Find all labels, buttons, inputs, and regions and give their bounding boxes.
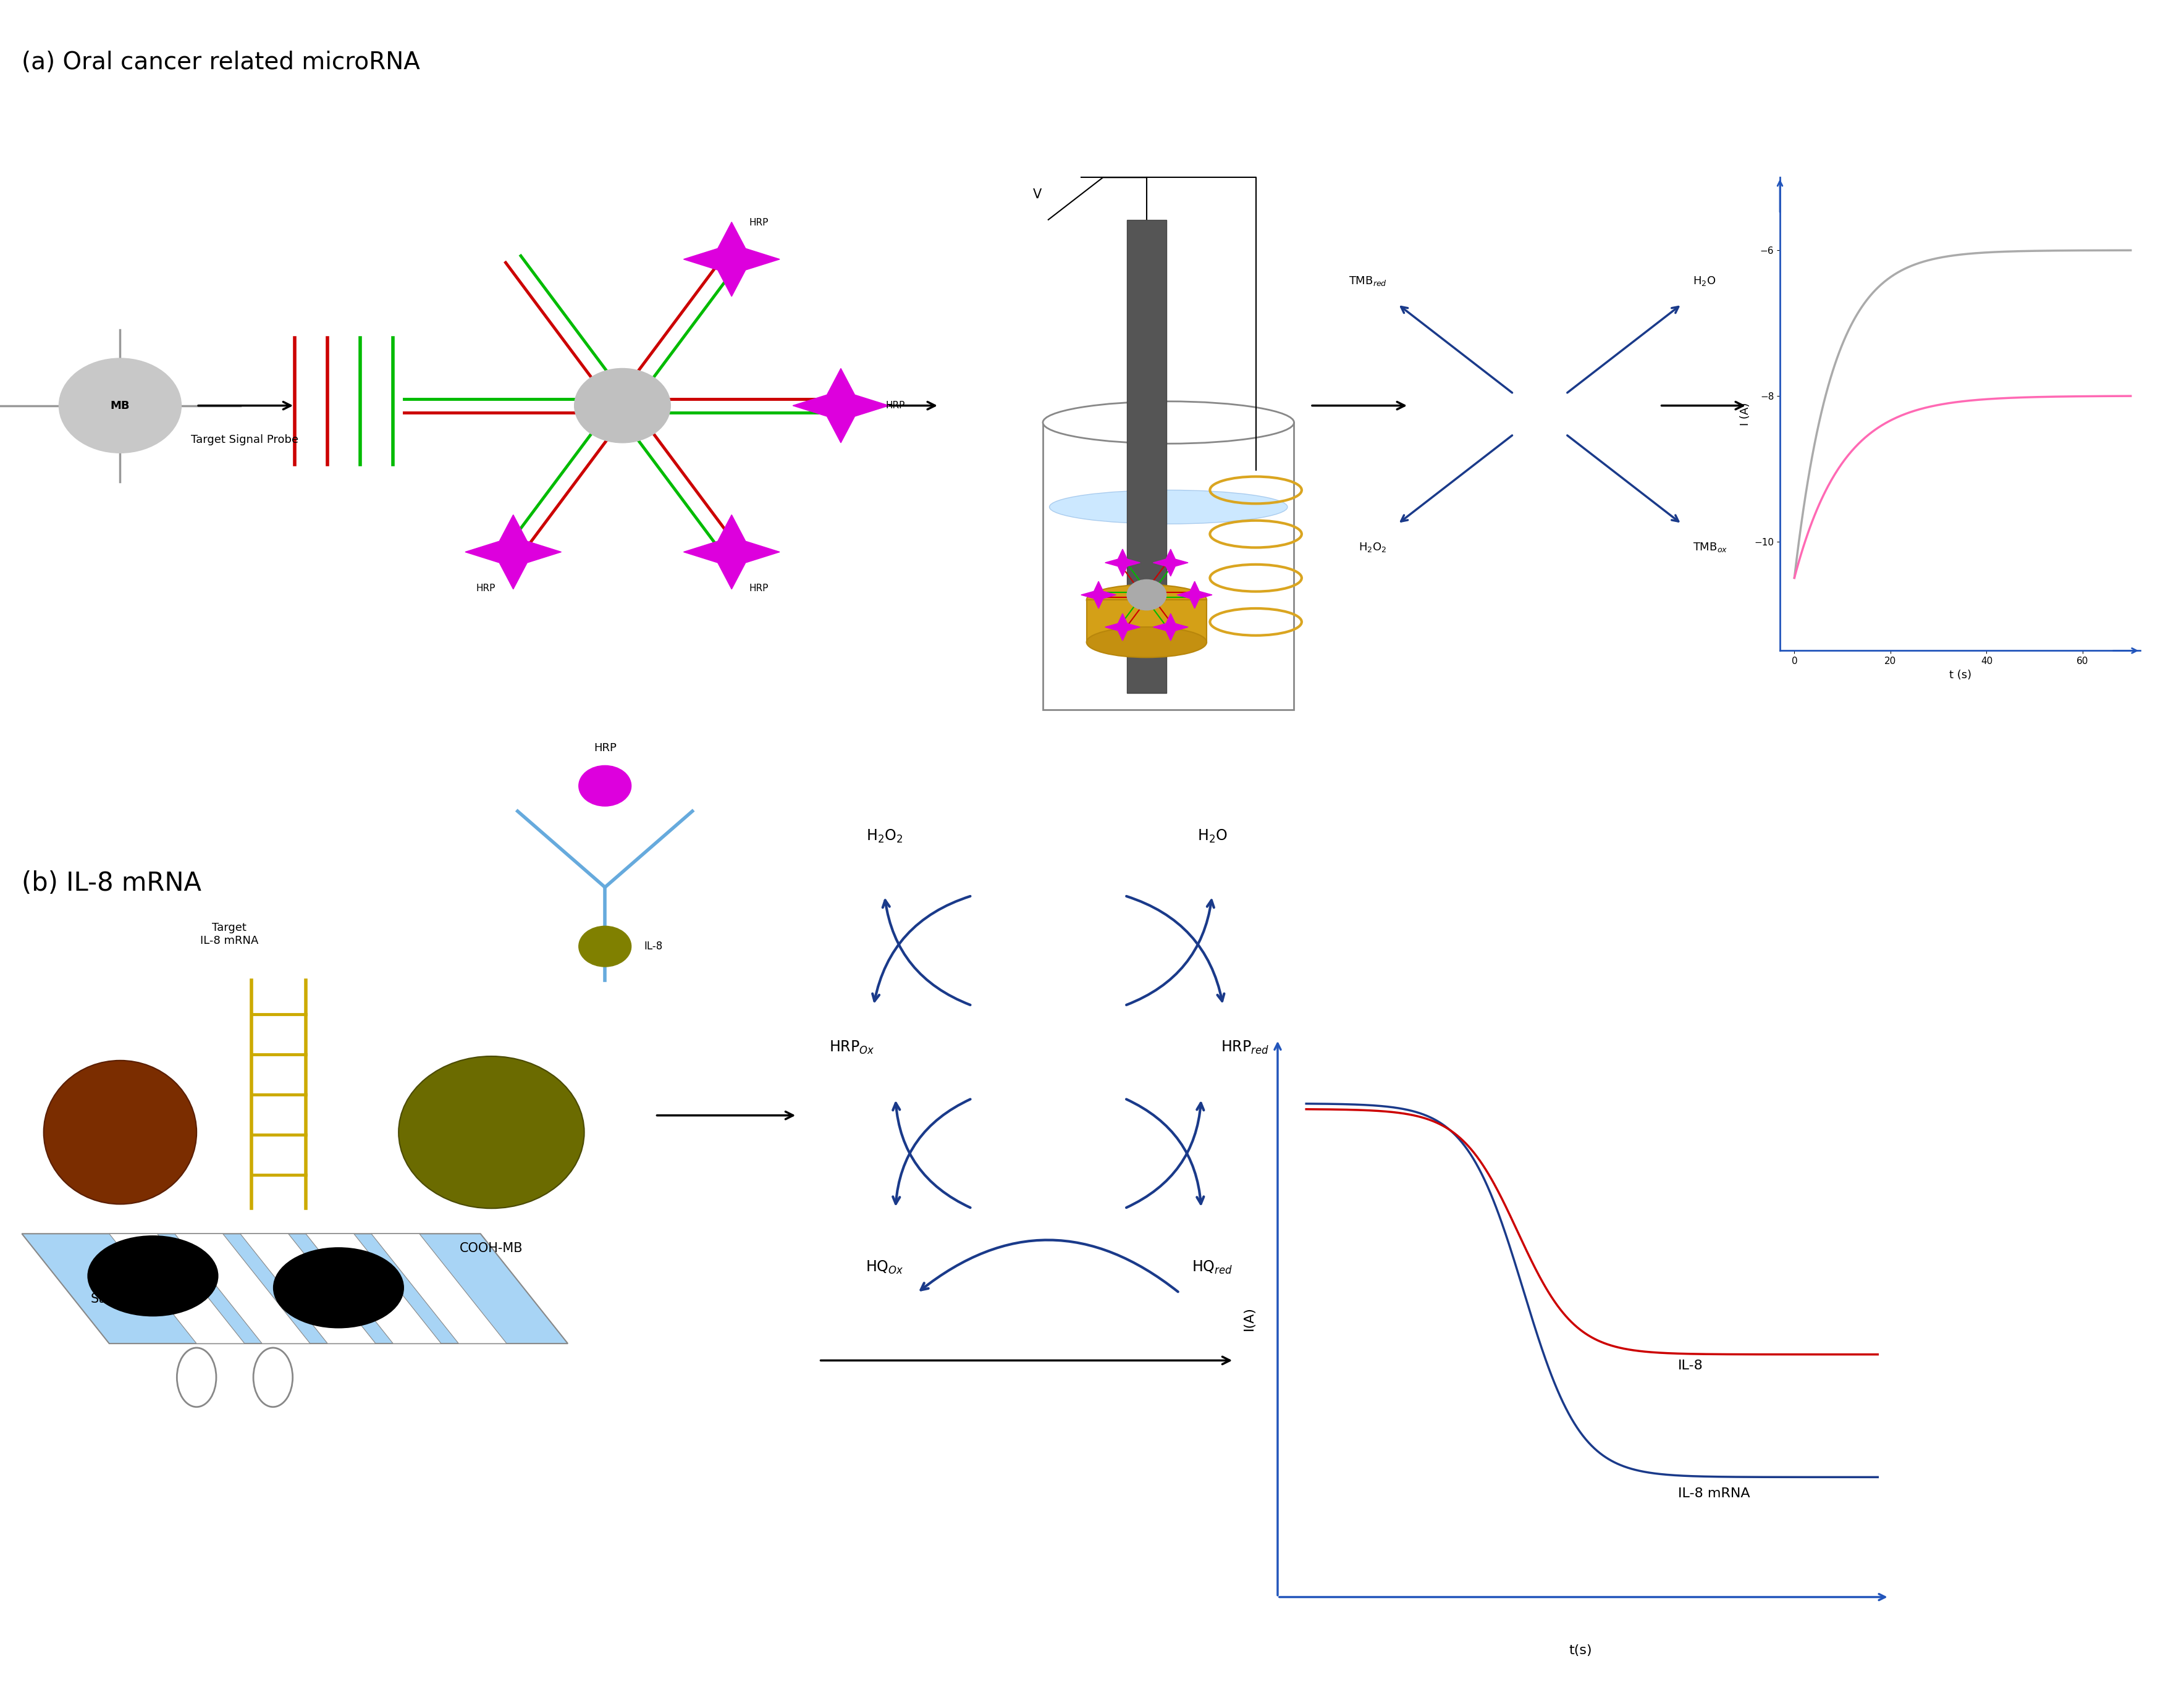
Y-axis label: I (A): I (A): [1741, 402, 1752, 426]
Ellipse shape: [397, 1056, 583, 1208]
Polygon shape: [465, 515, 561, 590]
Text: Strep-MB: Strep-MB: [92, 1293, 149, 1305]
Text: HRP: HRP: [749, 218, 769, 226]
Polygon shape: [1177, 581, 1212, 608]
FancyBboxPatch shape: [1085, 600, 1206, 642]
Text: HRP: HRP: [749, 585, 769, 593]
Text: TMB$_{red}$: TMB$_{red}$: [1348, 275, 1387, 287]
Text: HRP$_{red}$: HRP$_{red}$: [1221, 1039, 1269, 1056]
Text: HQ$_{red}$: HQ$_{red}$: [1192, 1259, 1232, 1276]
Polygon shape: [1081, 581, 1116, 608]
Ellipse shape: [1085, 585, 1206, 615]
Circle shape: [1127, 580, 1166, 610]
Polygon shape: [684, 515, 780, 590]
Polygon shape: [1105, 549, 1140, 576]
Text: HRP: HRP: [887, 401, 904, 411]
Polygon shape: [1153, 549, 1188, 576]
Ellipse shape: [177, 1349, 216, 1406]
Polygon shape: [109, 1234, 245, 1344]
Polygon shape: [306, 1234, 441, 1344]
Text: HQ$_{Ox}$: HQ$_{Ox}$: [865, 1259, 904, 1276]
Ellipse shape: [1044, 402, 1293, 444]
X-axis label: t (s): t (s): [1948, 669, 1972, 681]
Polygon shape: [371, 1234, 507, 1344]
Ellipse shape: [87, 1235, 218, 1317]
Text: (a) Oral cancer related microRNA: (a) Oral cancer related microRNA: [22, 51, 419, 74]
Polygon shape: [22, 1234, 568, 1344]
Text: Target Signal Probe: Target Signal Probe: [190, 434, 299, 446]
Circle shape: [579, 766, 631, 806]
Polygon shape: [684, 221, 780, 296]
Ellipse shape: [1048, 490, 1289, 524]
Text: H$_2$O: H$_2$O: [1693, 275, 1717, 287]
Text: V: V: [1033, 188, 1042, 201]
Circle shape: [579, 926, 631, 967]
Polygon shape: [793, 368, 889, 443]
Text: TMB$_{ox}$: TMB$_{ox}$: [1693, 541, 1728, 553]
Text: IL-8 mRNA: IL-8 mRNA: [1677, 1487, 1749, 1501]
Text: H$_2$O$_2$: H$_2$O$_2$: [1358, 541, 1387, 553]
Polygon shape: [1044, 422, 1293, 710]
Text: COOH-MB: COOH-MB: [461, 1242, 522, 1254]
Polygon shape: [1048, 507, 1289, 705]
Text: Target
IL-8 mRNA: Target IL-8 mRNA: [201, 923, 258, 946]
FancyBboxPatch shape: [1127, 220, 1166, 693]
Ellipse shape: [273, 1247, 404, 1328]
Ellipse shape: [253, 1349, 293, 1406]
Text: t(s): t(s): [1568, 1644, 1592, 1656]
Polygon shape: [240, 1234, 376, 1344]
Text: HRP$_{Ox}$: HRP$_{Ox}$: [830, 1039, 874, 1056]
Text: IL-8: IL-8: [644, 941, 664, 951]
Text: HRP: HRP: [594, 742, 616, 754]
Ellipse shape: [1085, 627, 1206, 657]
Circle shape: [59, 358, 181, 453]
Ellipse shape: [44, 1061, 197, 1203]
Text: H$_2$O$_2$: H$_2$O$_2$: [867, 828, 902, 845]
Text: IL-8: IL-8: [1677, 1359, 1704, 1372]
Text: MB: MB: [111, 401, 129, 411]
Text: (b) IL-8 mRNA: (b) IL-8 mRNA: [22, 870, 201, 896]
Text: HRP: HRP: [476, 585, 496, 593]
Polygon shape: [1105, 613, 1140, 641]
Polygon shape: [175, 1234, 310, 1344]
Text: I(A): I(A): [1243, 1306, 1256, 1330]
Text: H$_2$O: H$_2$O: [1197, 828, 1227, 845]
Polygon shape: [1153, 613, 1188, 641]
Circle shape: [574, 368, 670, 443]
